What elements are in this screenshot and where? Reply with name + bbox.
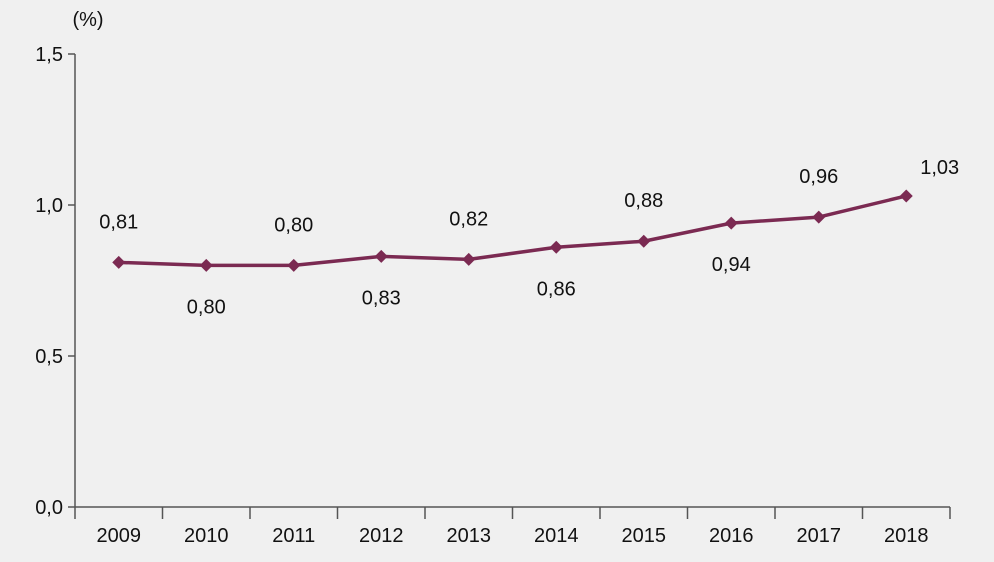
y-tick-label: 1,5 bbox=[35, 44, 63, 66]
data-point-marker bbox=[724, 216, 738, 230]
data-label: 0,83 bbox=[362, 287, 401, 309]
data-point-marker bbox=[462, 252, 476, 266]
data-point-marker bbox=[199, 258, 213, 272]
data-label: 0,94 bbox=[712, 254, 751, 276]
x-tick-label: 2010 bbox=[184, 525, 229, 547]
x-tick-label: 2012 bbox=[359, 525, 404, 547]
x-tick-label: 2011 bbox=[272, 525, 315, 547]
data-label: 0,96 bbox=[799, 166, 838, 188]
y-axis-unit-label: (%) bbox=[72, 9, 103, 31]
data-label: 0,80 bbox=[274, 214, 313, 236]
y-axis: 0,0 0,5 1,0 1,5 bbox=[35, 44, 76, 519]
x-axis: 2009 2010 2011 2012 2013 2014 2015 2016 2017 2018 bbox=[74, 506, 951, 547]
data-label: 0,81 bbox=[99, 211, 138, 233]
series-layer bbox=[112, 189, 913, 272]
data-label: 1,03 bbox=[920, 157, 959, 179]
data-point-marker bbox=[287, 258, 301, 272]
data-labels: 0,81 0,80 0,80 0,83 0,82 0,86 0,88 0,94 0,96 1,03 bbox=[99, 157, 959, 318]
x-tick-label: 2016 bbox=[709, 525, 754, 547]
x-tick-label: 2018 bbox=[884, 525, 929, 547]
y-tick-label: 0,0 bbox=[35, 497, 63, 519]
data-point-marker bbox=[899, 189, 913, 203]
data-point-marker bbox=[374, 249, 388, 263]
x-tick-label: 2009 bbox=[97, 525, 142, 547]
x-tick-label: 2014 bbox=[534, 525, 579, 547]
data-point-marker bbox=[112, 255, 126, 269]
y-tick-label: 1,0 bbox=[35, 195, 63, 217]
data-point-marker bbox=[637, 234, 651, 248]
data-label: 0,86 bbox=[537, 278, 576, 300]
x-tick-label: 2015 bbox=[622, 525, 667, 547]
data-point-marker bbox=[549, 240, 563, 254]
data-point-marker bbox=[812, 210, 826, 224]
x-tick-label: 2017 bbox=[797, 525, 842, 547]
data-label: 0,82 bbox=[449, 208, 488, 230]
y-tick-label: 0,5 bbox=[35, 346, 63, 368]
x-tick-label: 2013 bbox=[447, 525, 492, 547]
data-label: 0,80 bbox=[187, 296, 226, 318]
data-label: 0,88 bbox=[624, 190, 663, 212]
series-line bbox=[118, 194, 907, 268]
